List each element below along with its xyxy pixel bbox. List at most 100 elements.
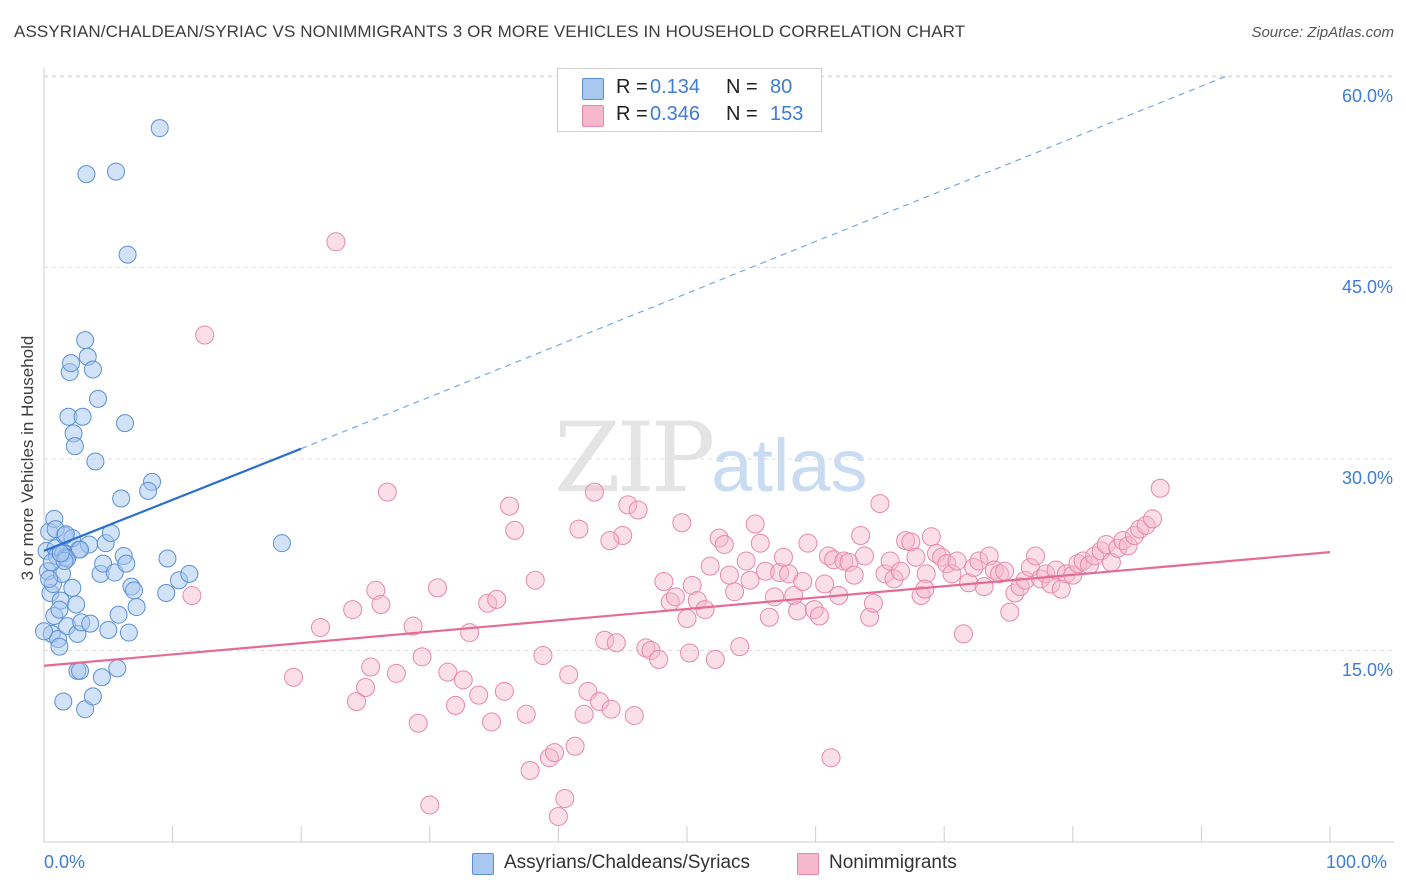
- nonimmigrants-point: [590, 692, 610, 712]
- nonimmigrants-point: [709, 528, 729, 548]
- assyrians-point: [125, 581, 144, 600]
- nonimmigrants-point: [310, 617, 330, 637]
- bottom-legend-label: Nonimmigrants: [829, 852, 957, 873]
- assyrians-point: [116, 414, 135, 433]
- nonimmigrants-point: [788, 601, 808, 621]
- nonimmigrants-point: [759, 607, 779, 627]
- nonimmigrants-point: [680, 643, 700, 663]
- assyrians-point: [109, 605, 128, 624]
- nonimmigrants-point: [525, 570, 545, 590]
- assyrians-point: [35, 622, 53, 641]
- nonimmigrants-point: [520, 760, 540, 780]
- nonimmigrants-point: [613, 526, 633, 546]
- nonimmigrants-point: [649, 649, 669, 669]
- assyrians-trend-extension: [300, 75, 1228, 450]
- nonimmigrants-point: [624, 706, 644, 726]
- nonimmigrants-point: [851, 526, 871, 546]
- nonimmigrants-point: [505, 520, 525, 540]
- assyrians-point: [127, 598, 146, 617]
- nonimmigrants-point: [677, 609, 697, 629]
- nonimmigrants-point: [901, 532, 921, 552]
- nonimmigrants-point: [764, 587, 784, 607]
- nonimmigrants-point: [880, 551, 900, 571]
- nonimmigrants-point: [1051, 579, 1071, 599]
- nonimmigrants-point: [809, 606, 829, 626]
- nonimmigrants-point: [953, 624, 973, 644]
- assyrians-point: [62, 354, 81, 373]
- nonimmigrants-point: [1026, 546, 1046, 566]
- assyrians-point: [117, 554, 136, 573]
- nonimmigrants-point: [516, 704, 536, 724]
- source-label: Source: ZipAtlas.com: [1251, 24, 1394, 41]
- nonimmigrants-point: [1000, 602, 1020, 622]
- nonimmigrants-point: [533, 646, 553, 666]
- assyrians-point: [92, 668, 111, 687]
- nonimmigrants-point: [1118, 536, 1138, 556]
- nonimmigrants-point: [600, 531, 620, 551]
- nonimmigrants-point: [361, 657, 381, 677]
- nonimmigrants-point: [921, 527, 941, 547]
- nonimmigrants-point: [890, 561, 910, 581]
- nonimmigrants-point: [584, 482, 604, 502]
- assyrians-point: [150, 119, 169, 138]
- nonimmigrants-point: [555, 789, 575, 809]
- assyrians-point: [99, 621, 118, 640]
- legend-n-label: N =: [726, 103, 758, 125]
- nonimmigrants-point: [428, 578, 448, 598]
- nonimmigrants-point: [725, 582, 745, 602]
- assyrians-point: [40, 569, 59, 588]
- nonimmigrants-point: [870, 494, 890, 514]
- legend-n-value: 153: [770, 103, 804, 125]
- nonimmigrants-point: [606, 633, 626, 653]
- assyrians-point: [119, 623, 138, 642]
- nonimmigrants-point: [969, 551, 989, 571]
- nonimmigrants-point: [1113, 531, 1133, 551]
- nonimmigrants-point: [1085, 546, 1105, 566]
- nonimmigrants-point: [453, 670, 473, 690]
- assyrians-point: [65, 437, 84, 456]
- nonimmigrants-point: [654, 571, 674, 591]
- nonimmigrants-point: [569, 519, 589, 539]
- y-tick-label-15: 15.0%: [1341, 660, 1393, 680]
- nonimmigrants-point: [854, 546, 874, 566]
- nonimmigrants-point: [574, 704, 594, 724]
- nonimmigrants-point: [860, 607, 880, 627]
- nonimmigrants-point: [408, 713, 428, 733]
- nonimmigrants-point: [539, 748, 559, 768]
- assyrians-point: [107, 162, 126, 181]
- nonimmigrants-point: [636, 638, 656, 658]
- legend: R = 0.134 N = 80 R = 0.346 N = 153: [557, 68, 822, 132]
- legend-r-label: R =: [616, 76, 648, 98]
- assyrians-point: [86, 452, 105, 471]
- nonimmigrants-point: [500, 496, 520, 516]
- nonimmigrants-point: [989, 564, 1009, 584]
- legend-r-label: R =: [616, 103, 648, 125]
- nonimmigrants-point: [844, 565, 864, 585]
- nonimmigrants-point: [482, 712, 502, 732]
- nonimmigrants-point: [487, 589, 507, 609]
- nonimmigrants-point: [705, 649, 725, 669]
- nonimmigrants-point: [875, 564, 895, 584]
- nonimmigrants-point: [371, 594, 391, 614]
- nonimmigrants-point: [863, 593, 883, 613]
- nonimmigrants-point: [884, 569, 904, 589]
- nonimmigrants-point: [947, 551, 967, 571]
- nonimmigrants-point: [548, 806, 568, 826]
- nonimmigrants-point: [964, 557, 984, 577]
- nonimmigrants-point: [750, 533, 770, 553]
- nonimmigrants-point: [326, 232, 346, 252]
- assyrians-point: [81, 614, 100, 633]
- watermark: ZIPatlas: [554, 402, 868, 514]
- bottom-legend-label: Assyrians/Chaldeans/Syriacs: [504, 852, 751, 873]
- nonimmigrants-point: [446, 695, 466, 715]
- nonimmigrants-point: [283, 667, 303, 687]
- assyrians-point: [71, 661, 90, 680]
- nonimmigrants-point: [565, 736, 585, 756]
- nonimmigrants-trend-line: [43, 551, 1331, 667]
- nonimmigrants-point: [1010, 577, 1030, 597]
- assyrians-point: [112, 489, 131, 508]
- assyrians-point: [83, 360, 102, 379]
- nonimmigrants-point: [403, 616, 423, 636]
- assyrians-point: [83, 687, 102, 706]
- nonimmigrants-point: [195, 325, 215, 345]
